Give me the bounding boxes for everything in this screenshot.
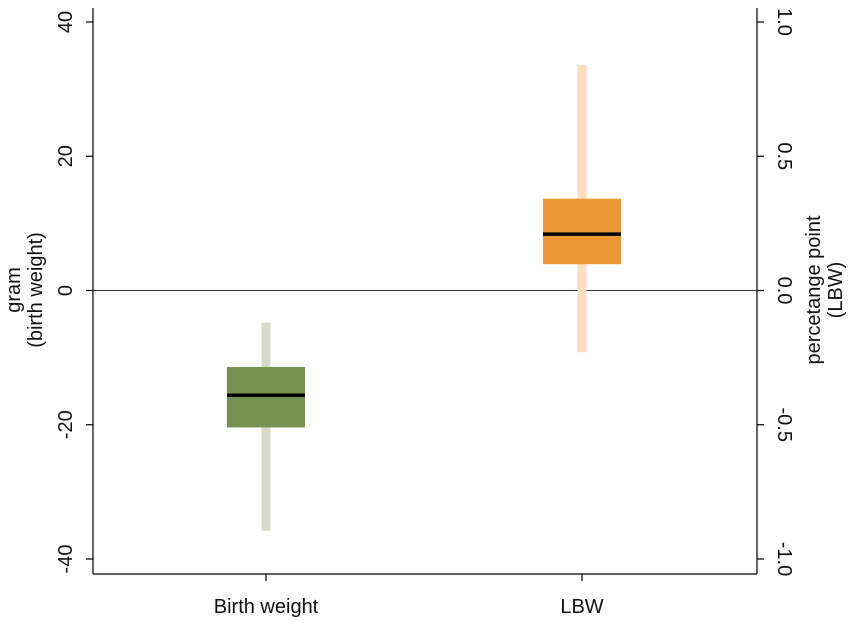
left-tick-label: 40 <box>55 11 77 33</box>
left-tick-label: -20 <box>55 410 77 439</box>
left-tick-label: 20 <box>55 145 77 167</box>
left-tick-label: -40 <box>55 545 77 574</box>
chart-marks <box>227 64 621 531</box>
box <box>543 198 621 265</box>
box <box>227 367 305 428</box>
right-tick-label: -0.5 <box>773 408 795 442</box>
right-tick-label: -1.0 <box>773 542 795 576</box>
left-axis-title-line-1: gram <box>3 267 25 313</box>
right-tick-label: 0.5 <box>773 142 795 170</box>
axes <box>86 8 764 581</box>
left-tick-label: 0 <box>55 285 77 296</box>
right-tick-label: 0.0 <box>773 277 795 305</box>
category-label: LBW <box>560 596 603 618</box>
right-axis-title-line-1: percetange point <box>803 215 825 364</box>
category-label: Birth weight <box>214 596 319 618</box>
right-tick-label: 1.0 <box>773 8 795 36</box>
left-axis-title-line-2: (birth weight) <box>25 232 47 348</box>
tick-labels: 40 20 0 -20 -40 1.0 0.5 0.0 -0.5 -1.0 Birth weight… <box>55 8 795 618</box>
right-axis-title-line-2: (LBW) <box>825 262 847 319</box>
